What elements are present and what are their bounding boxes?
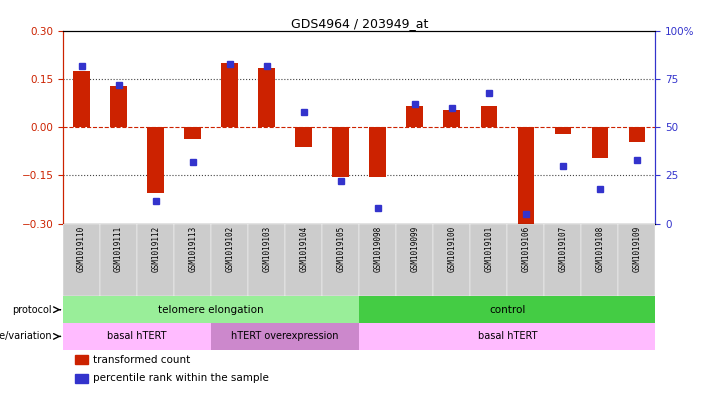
Text: GSM1019110: GSM1019110	[77, 226, 86, 272]
Text: GSM1019113: GSM1019113	[188, 226, 197, 272]
Bar	[554, 127, 571, 134]
Title: GDS4964 / 203949_at: GDS4964 / 203949_at	[291, 17, 428, 30]
Text: GSM1019100: GSM1019100	[447, 226, 456, 272]
Bar	[110, 86, 127, 127]
Bar	[369, 127, 386, 177]
Text: GSM1019102: GSM1019102	[225, 226, 234, 272]
Bar	[629, 127, 645, 142]
Text: GSM1019101: GSM1019101	[484, 226, 494, 272]
Bar	[63, 224, 100, 296]
Text: percentile rank within the sample: percentile rank within the sample	[93, 373, 268, 384]
Bar	[74, 71, 90, 127]
Text: GSM1019107: GSM1019107	[559, 226, 567, 272]
Text: GSM1019112: GSM1019112	[151, 226, 160, 272]
Text: basal hTERT: basal hTERT	[477, 331, 537, 342]
Bar	[147, 127, 164, 193]
Bar	[359, 296, 655, 323]
Text: basal hTERT: basal hTERT	[107, 331, 167, 342]
Bar	[248, 224, 285, 296]
Bar	[211, 323, 360, 350]
Bar	[396, 224, 433, 296]
Bar	[444, 110, 460, 127]
Bar	[508, 224, 545, 296]
Bar	[322, 224, 360, 296]
Bar	[332, 127, 349, 177]
Bar	[63, 323, 211, 350]
Text: GSM1019111: GSM1019111	[114, 226, 123, 272]
Text: genotype/variation: genotype/variation	[0, 331, 52, 342]
Bar	[360, 224, 396, 296]
Text: GSM1019106: GSM1019106	[522, 226, 531, 272]
Bar	[517, 127, 534, 224]
Bar	[407, 107, 423, 127]
Text: GSM1019108: GSM1019108	[595, 226, 604, 272]
Bar	[259, 68, 275, 127]
Bar	[222, 63, 238, 127]
Bar	[100, 224, 137, 296]
Text: GSM1019099: GSM1019099	[410, 226, 419, 272]
Text: protocol: protocol	[13, 305, 52, 315]
Bar	[211, 224, 248, 296]
Bar	[470, 224, 508, 296]
Text: GSM1019109: GSM1019109	[632, 226, 641, 272]
Bar	[75, 374, 88, 383]
Text: GSM1019098: GSM1019098	[373, 226, 382, 272]
Bar	[75, 355, 88, 364]
Bar	[480, 107, 497, 127]
Bar	[545, 224, 581, 296]
Bar	[137, 224, 174, 296]
Bar	[63, 296, 359, 323]
Text: GSM1019103: GSM1019103	[262, 226, 271, 272]
Bar	[295, 127, 312, 147]
Text: control: control	[489, 305, 526, 315]
Bar	[592, 127, 608, 158]
Bar	[184, 127, 201, 139]
Text: transformed count: transformed count	[93, 354, 190, 365]
Text: GSM1019105: GSM1019105	[336, 226, 346, 272]
Bar	[618, 224, 655, 296]
Bar	[433, 224, 470, 296]
Bar	[174, 224, 211, 296]
Bar	[581, 224, 618, 296]
Bar	[285, 224, 322, 296]
Text: telomere elongation: telomere elongation	[158, 305, 264, 315]
Bar	[359, 323, 655, 350]
Text: hTERT overexpression: hTERT overexpression	[231, 331, 339, 342]
Text: GSM1019104: GSM1019104	[299, 226, 308, 272]
